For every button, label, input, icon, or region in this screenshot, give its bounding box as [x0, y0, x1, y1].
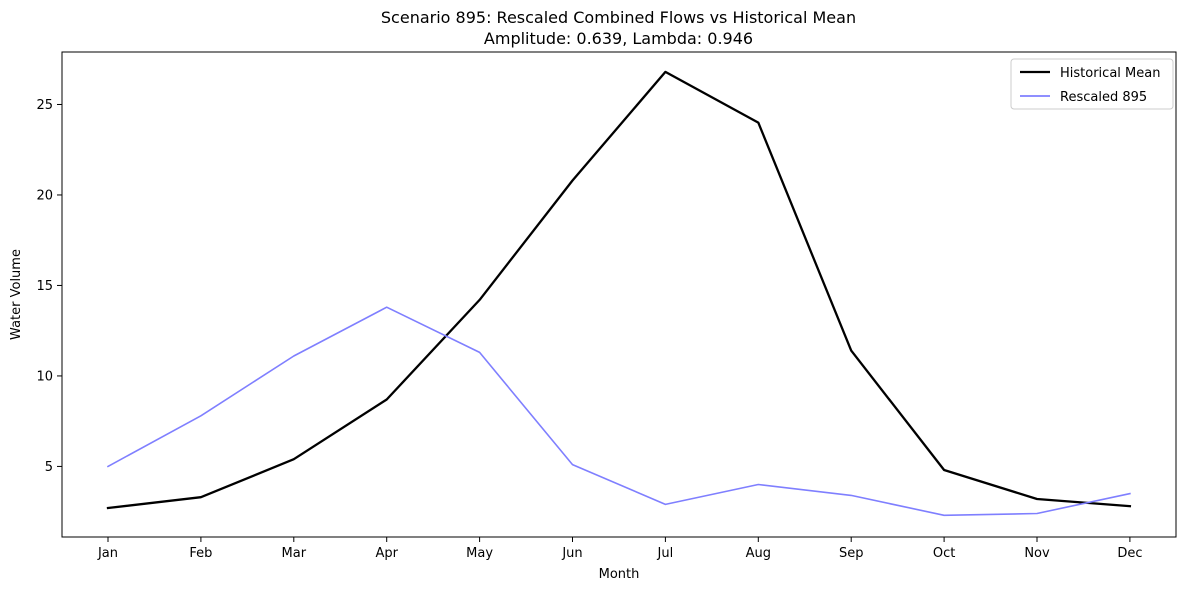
x-tick-label: Jan [97, 546, 118, 561]
y-tick-label: 5 [45, 460, 53, 475]
x-axis: Jan Feb Mar Apr May Jun Jul Aug Sep Oct Nov Dec [97, 537, 1142, 561]
series-line-1 [106, 306, 1131, 517]
y-tick-label: 10 [36, 369, 53, 384]
y-tick-label: 15 [36, 279, 53, 294]
legend: Historical Mean Rescaled 895 [1010, 58, 1174, 110]
chart-title: Scenario 895: Rescaled Combined Flows vs… [380, 8, 857, 27]
x-tick-label: Jul [657, 546, 674, 561]
x-axis-label: Month [599, 567, 640, 582]
x-tick-label: Feb [189, 546, 212, 561]
plot-lines [106, 70, 1132, 517]
y-tick-label: 25 [36, 98, 53, 113]
x-tick-label: May [466, 546, 493, 561]
y-axis: 5 10 15 20 25 [36, 98, 62, 475]
x-tick-label: Apr [375, 546, 398, 561]
chart-subtitle: Amplitude: 0.639, Lambda: 0.946 [483, 29, 754, 48]
x-tick-label: Sep [839, 546, 864, 561]
x-tick-label: Aug [746, 546, 771, 561]
x-tick-label: Mar [282, 546, 307, 561]
x-tick-label: Oct [933, 546, 955, 561]
legend-label-rescaled-895: Rescaled 895 [1060, 90, 1147, 105]
x-tick-label: Dec [1117, 546, 1142, 561]
x-tick-label: Jun [561, 546, 582, 561]
y-axis-label: Water Volume [9, 249, 24, 340]
legend-label-historical-mean: Historical Mean [1060, 66, 1160, 81]
x-tick-label: Nov [1024, 546, 1050, 561]
y-tick-label: 20 [36, 188, 53, 203]
series-line-0 [106, 70, 1132, 510]
legend-frame [1010, 58, 1174, 110]
plot-frame [61, 51, 1177, 538]
